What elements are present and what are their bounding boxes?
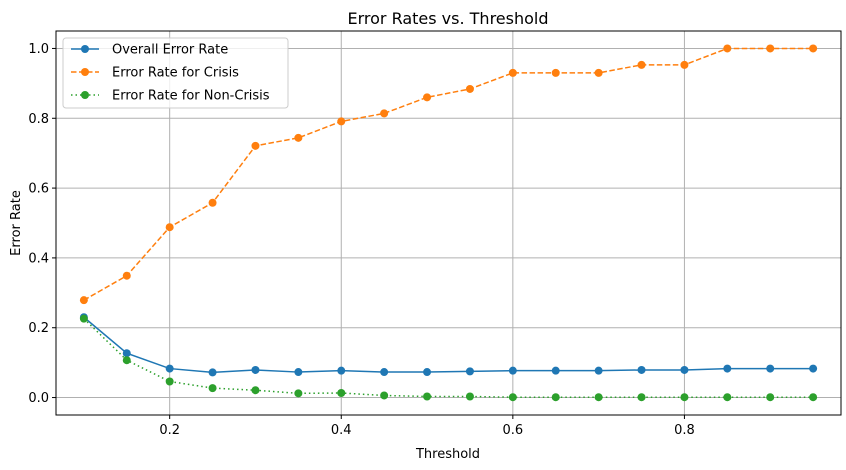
data-point-non-crisis xyxy=(723,393,732,402)
series-group xyxy=(79,44,818,402)
data-point-crisis xyxy=(809,44,818,53)
data-point-crisis xyxy=(251,141,260,150)
data-point-overall xyxy=(637,365,646,374)
legend-label-non-crisis: Error Rate for Non-Crisis xyxy=(112,89,270,104)
x-axis-ticks: 0.2 0.4 0.6 0.8 xyxy=(159,415,695,438)
data-point-non-crisis xyxy=(79,314,88,323)
data-point-overall xyxy=(380,368,389,377)
data-point-overall xyxy=(680,365,689,374)
data-point-crisis xyxy=(208,198,217,207)
data-point-non-crisis xyxy=(637,393,646,402)
grid xyxy=(56,31,841,415)
data-point-overall xyxy=(208,368,217,377)
series-line-overall xyxy=(83,316,814,374)
data-point-crisis xyxy=(594,68,603,77)
data-point-crisis xyxy=(165,223,174,232)
y-tick-label: 1.0 xyxy=(28,42,49,57)
data-point-crisis xyxy=(294,133,303,142)
data-point-crisis xyxy=(723,44,732,53)
legend-label-overall: Overall Error Rate xyxy=(112,43,228,58)
data-point-non-crisis xyxy=(551,393,560,402)
data-point-crisis xyxy=(465,84,474,93)
data-point-non-crisis xyxy=(508,393,517,402)
data-point-overall xyxy=(723,364,732,373)
legend: Overall Error Rate Error Rate for Crisis E… xyxy=(62,37,289,109)
data-point-crisis xyxy=(79,296,88,305)
data-point-crisis xyxy=(766,44,775,53)
data-point-overall xyxy=(465,367,474,376)
y-tick-label: 0.8 xyxy=(28,112,49,127)
data-point-non-crisis xyxy=(337,389,346,398)
data-point-overall xyxy=(423,368,432,377)
data-point-non-crisis xyxy=(465,392,474,401)
y-tick-label: 0.4 xyxy=(28,251,49,266)
data-point-crisis xyxy=(423,93,432,102)
data-point-crisis xyxy=(337,117,346,126)
x-tick-label: 0.8 xyxy=(674,423,695,438)
series-line-crisis xyxy=(83,47,814,301)
data-point-overall xyxy=(294,368,303,377)
data-point-crisis xyxy=(551,68,560,77)
data-point-crisis xyxy=(637,60,646,69)
data-point-overall xyxy=(337,366,346,375)
legend-box xyxy=(62,37,289,109)
legend-label-crisis: Error Rate for Crisis xyxy=(112,66,239,81)
data-point-non-crisis xyxy=(423,392,432,401)
y-axis-ticks: 0.0 0.2 0.4 0.6 0.8 1.0 xyxy=(28,42,56,406)
data-point-overall xyxy=(165,364,174,373)
y-tick-label: 0.6 xyxy=(28,182,49,197)
x-tick-label: 0.2 xyxy=(159,423,180,438)
data-point-overall xyxy=(809,364,818,373)
data-point-crisis xyxy=(508,68,517,77)
data-point-overall xyxy=(251,365,260,374)
data-point-crisis xyxy=(680,60,689,69)
data-point-non-crisis xyxy=(165,377,174,386)
data-point-non-crisis xyxy=(380,391,389,400)
data-point-overall xyxy=(508,366,517,375)
data-point-overall xyxy=(766,364,775,373)
legend-marker-crisis xyxy=(81,68,89,76)
legend-marker-non-crisis xyxy=(81,91,89,99)
data-point-overall xyxy=(551,366,560,375)
series-crisis xyxy=(79,44,818,305)
x-axis-label: Threshold xyxy=(415,447,480,462)
data-point-non-crisis xyxy=(594,393,603,402)
y-axis-label: Error Rate xyxy=(9,190,24,256)
data-point-non-crisis xyxy=(294,389,303,398)
data-point-non-crisis xyxy=(809,393,818,402)
data-point-non-crisis xyxy=(122,356,131,365)
data-point-crisis xyxy=(122,271,131,280)
plot-frame xyxy=(55,30,842,416)
legend-marker-overall xyxy=(81,45,89,53)
data-point-non-crisis xyxy=(208,384,217,393)
series-non-crisis xyxy=(79,314,818,402)
data-point-non-crisis xyxy=(251,386,260,395)
y-tick-label: 0.2 xyxy=(28,321,49,336)
y-tick-label: 0.0 xyxy=(28,391,49,406)
data-point-crisis xyxy=(380,109,389,118)
data-point-overall xyxy=(122,349,131,358)
series-overall xyxy=(79,313,818,377)
series-line-non-crisis xyxy=(83,318,814,398)
x-tick-label: 0.6 xyxy=(503,423,524,438)
data-point-overall xyxy=(594,366,603,375)
x-tick-label: 0.4 xyxy=(331,423,352,438)
chart-title: Error Rates vs. Threshold xyxy=(347,9,548,28)
data-point-non-crisis xyxy=(766,393,775,402)
data-point-non-crisis xyxy=(680,393,689,402)
